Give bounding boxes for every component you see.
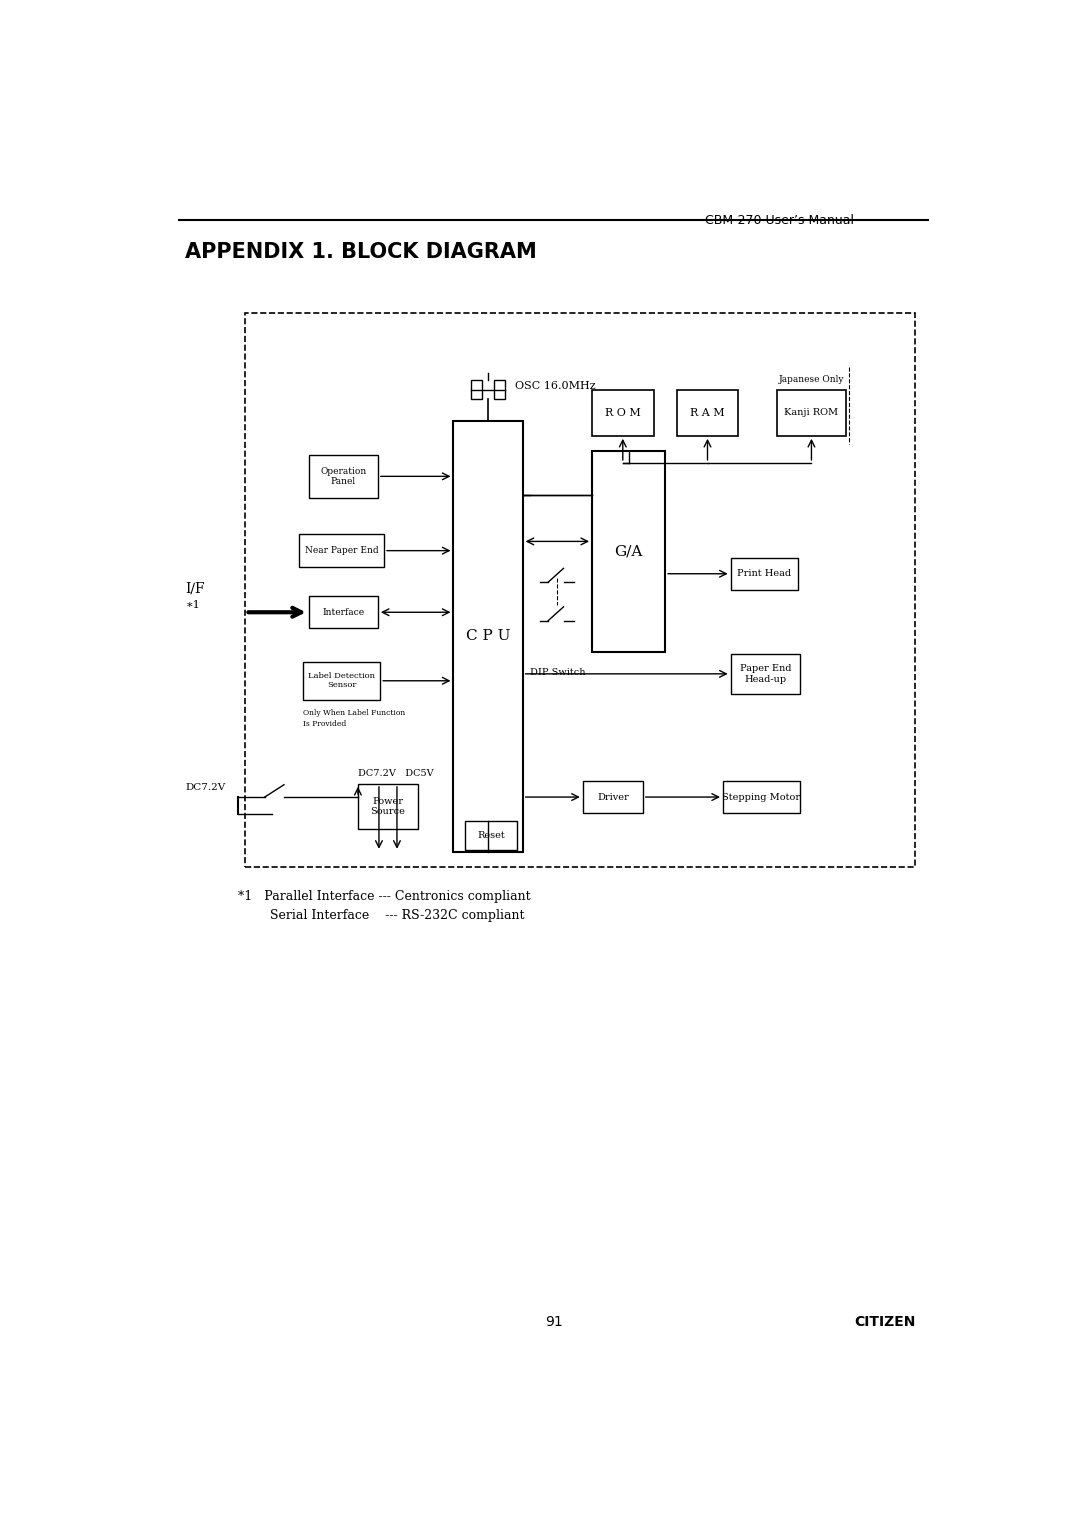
- Text: Near Paper End: Near Paper End: [305, 545, 379, 555]
- Text: Japanese Only: Japanese Only: [779, 374, 845, 384]
- Text: Stepping Motor: Stepping Motor: [723, 793, 800, 802]
- Text: Driver: Driver: [597, 793, 629, 802]
- Text: Interface: Interface: [322, 608, 364, 617]
- Text: C P U: C P U: [465, 630, 510, 643]
- Text: 91: 91: [544, 1316, 563, 1329]
- Text: Power
Source: Power Source: [370, 796, 405, 816]
- Text: Is Provided: Is Provided: [303, 720, 347, 727]
- Bar: [309, 596, 378, 628]
- Bar: [471, 380, 482, 399]
- Text: Reset: Reset: [477, 831, 505, 840]
- Bar: [592, 390, 653, 435]
- Text: *1   Parallel Interface --- Centronics compliant: *1 Parallel Interface --- Centronics com…: [238, 891, 530, 903]
- Text: R O M: R O M: [605, 408, 640, 417]
- Text: Only When Label Function: Only When Label Function: [303, 709, 405, 717]
- Bar: [677, 390, 739, 435]
- Text: CBM-270 User’s Manual: CBM-270 User’s Manual: [705, 214, 854, 228]
- Bar: [245, 313, 916, 866]
- Bar: [723, 781, 800, 813]
- Bar: [465, 821, 517, 850]
- Text: DC7.2V: DC7.2V: [186, 782, 226, 792]
- Bar: [299, 535, 384, 567]
- Text: Paper End
Head-up: Paper End Head-up: [740, 665, 791, 683]
- Bar: [730, 654, 800, 694]
- Bar: [454, 420, 523, 851]
- Text: Serial Interface    --- RS-232C compliant: Serial Interface --- RS-232C compliant: [238, 909, 524, 923]
- Bar: [357, 784, 418, 828]
- Text: Operation
Panel: Operation Panel: [320, 466, 366, 486]
- Text: G∕A: G∕A: [615, 544, 643, 558]
- Bar: [583, 781, 643, 813]
- Text: Print Head: Print Head: [738, 570, 792, 578]
- Text: DC7.2V   DC5V: DC7.2V DC5V: [357, 769, 433, 778]
- Text: Kanji ROM: Kanji ROM: [784, 408, 838, 417]
- Text: DIP Switch: DIP Switch: [529, 668, 585, 677]
- Bar: [309, 455, 378, 498]
- Bar: [730, 558, 798, 590]
- Text: Label Detection
Sensor: Label Detection Sensor: [308, 672, 375, 689]
- Text: OSC 16.0MHz: OSC 16.0MHz: [515, 380, 596, 391]
- Bar: [777, 390, 846, 435]
- Bar: [592, 451, 665, 651]
- Text: APPENDIX 1. BLOCK DIAGRAM: APPENDIX 1. BLOCK DIAGRAM: [186, 241, 537, 261]
- Text: CITIZEN: CITIZEN: [854, 1316, 916, 1329]
- Bar: [495, 380, 505, 399]
- Text: R A M: R A M: [690, 408, 725, 417]
- Bar: [303, 662, 380, 700]
- Text: I∕F: I∕F: [186, 582, 205, 596]
- Text: ∗1: ∗1: [186, 599, 200, 610]
